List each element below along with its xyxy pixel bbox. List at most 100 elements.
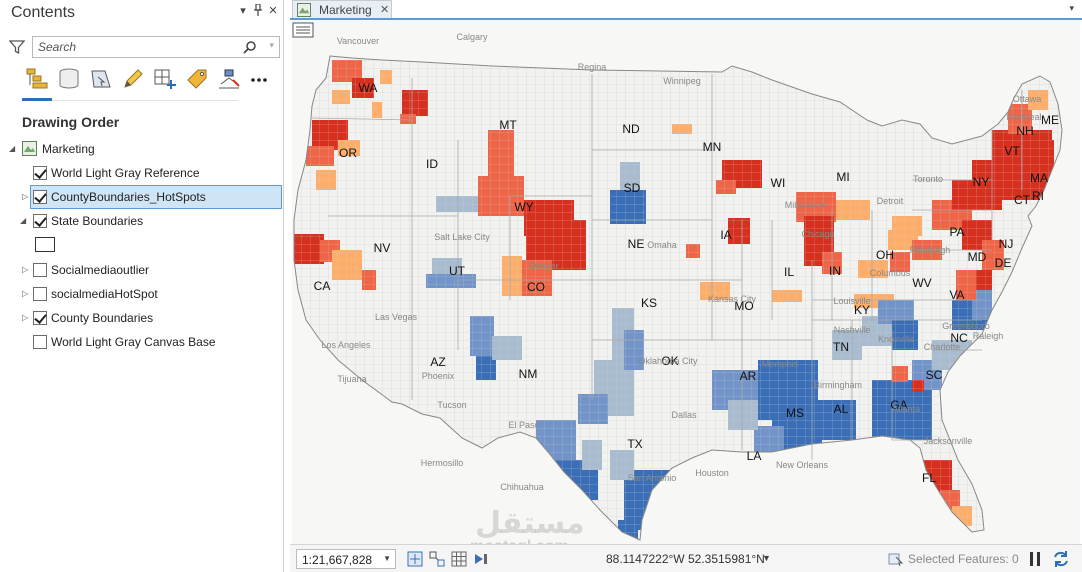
city-label: Memphis <box>762 359 799 369</box>
list-by-editing-icon[interactable] <box>120 66 146 92</box>
close-pane-icon[interactable]: ✕ <box>268 5 278 17</box>
city-label: Tucson <box>437 400 466 410</box>
city-label: Hermosillo <box>421 458 464 468</box>
expand-triangle-icon[interactable]: ▷ <box>22 192 29 201</box>
expand-triangle-icon[interactable]: ▷ <box>22 289 29 298</box>
state-label-tx: TX <box>627 437 642 451</box>
state-label-wi: WI <box>771 176 786 190</box>
tree-item-map[interactable]: ◢ Marketing <box>0 138 283 160</box>
list-by-drawing-order-icon[interactable] <box>24 66 50 92</box>
layer-row-state-boundaries[interactable]: ◢ State Boundaries <box>0 210 283 232</box>
grid-toggle-icon[interactable] <box>450 550 468 568</box>
coordinate-format-dropdown-icon[interactable]: ▼ <box>762 553 771 563</box>
map-canvas[interactable]: WA OR CA NV ID MT WY UT AZ CO NM ND SD NE KS OK TX MN IA MO… <box>292 20 1080 544</box>
layer-visibility-checkbox[interactable] <box>33 287 47 301</box>
layer-row-socialmediahotspot[interactable]: ▷ socialmediaHotSpot <box>0 283 283 305</box>
navigation-forward-icon[interactable] <box>472 550 490 568</box>
state-label-al: AL <box>834 402 849 416</box>
filter-icon[interactable] <box>9 39 25 55</box>
legend-toggle-icon[interactable] <box>292 20 316 40</box>
list-by-data-source-icon[interactable] <box>56 66 82 92</box>
state-label-az: AZ <box>430 355 445 369</box>
fixed-zoom-icon[interactable] <box>406 550 424 568</box>
layer-visibility-checkbox[interactable] <box>33 190 47 204</box>
city-label: Chihuahua <box>500 482 544 492</box>
city-label: Kansas City <box>708 294 757 304</box>
layer-row-world-light-gray-reference[interactable]: World Light Gray Reference <box>0 162 283 184</box>
map-scale-value: 1:21,667,828 <box>302 553 373 567</box>
city-label: Winnipeg <box>663 76 701 86</box>
selected-features-icon[interactable] <box>888 551 904 567</box>
cursor-coordinates: 88.1147222°W 52.3515981°N <box>606 552 765 566</box>
search-icon[interactable] <box>243 40 257 54</box>
state-label-ma: MA <box>1030 171 1048 185</box>
layer-visibility-checkbox[interactable] <box>33 166 47 180</box>
selection-highlight <box>30 185 282 209</box>
refresh-icon[interactable] <box>1052 550 1070 568</box>
state-label-ri: RI <box>1032 189 1044 203</box>
close-tab-icon[interactable]: ✕ <box>380 4 390 16</box>
list-perspective-imagery-icon[interactable] <box>216 66 242 92</box>
expand-triangle-icon[interactable]: ▷ <box>22 265 29 274</box>
layer-label: Socialmediaoutlier <box>51 263 150 277</box>
pin-icon[interactable] <box>251 3 265 18</box>
state-label-ut: UT <box>449 264 466 278</box>
layer-row-countyboundaries-hotspots[interactable]: ▷ CountyBoundaries_HotSpots <box>0 185 283 209</box>
city-label: Montreal <box>1006 112 1041 122</box>
state-labels: WA OR CA NV ID MT WY UT AZ CO NM ND SD NE KS OK TX MN IA MO… <box>314 81 1059 485</box>
chevron-down-icon[interactable]: ▼ <box>383 554 391 563</box>
state-label-wv: WV <box>912 276 931 290</box>
layer-visibility-checkbox[interactable] <box>33 263 47 277</box>
layer-row-world-light-gray-canvas-base[interactable]: World Light Gray Canvas Base <box>0 331 283 353</box>
state-label-nc: NC <box>950 331 968 345</box>
city-label: Detroit <box>877 196 904 206</box>
layer-row-county-boundaries[interactable]: ▷ County Boundaries <box>0 307 283 329</box>
search-options-dropdown-icon[interactable]: ▾ <box>269 40 274 50</box>
state-label-mi: MI <box>836 170 849 184</box>
collapse-triangle-icon[interactable]: ◢ <box>20 216 27 225</box>
pause-drawing-icon[interactable] <box>1028 551 1042 567</box>
state-label-tn: TN <box>833 340 849 354</box>
list-by-snapping-icon[interactable] <box>152 66 178 92</box>
layer-row-socialmediaoutlier[interactable]: ▷ Socialmediaoutlier <box>0 259 283 281</box>
city-label: Omaha <box>647 240 677 250</box>
map-view-pane: Marketing ✕ ▾ <box>290 0 1082 572</box>
layer-visibility-checkbox[interactable] <box>33 311 47 325</box>
list-by-labeling-icon[interactable] <box>184 66 210 92</box>
layer-label: County Boundaries <box>51 311 154 325</box>
state-label-va: VA <box>949 288 964 302</box>
city-label: Greensboro <box>942 321 990 331</box>
city-label: Birmingham <box>814 380 862 390</box>
layer-label: socialmediaHotSpot <box>51 287 158 301</box>
state-label-ne: NE <box>628 237 645 251</box>
map-status-bar: 1:21,667,828 ▼ 88.1147222°W 52.3515981°N… <box>290 544 1082 572</box>
map-scale-selector[interactable]: 1:21,667,828 ▼ <box>296 549 396 569</box>
tab-label: Marketing <box>319 3 372 17</box>
state-label-ny: NY <box>973 175 990 189</box>
tab-list-dropdown-icon[interactable]: ▾ <box>1069 3 1074 13</box>
map-icon <box>297 3 311 17</box>
state-label-fl: FL <box>922 471 936 485</box>
more-icon[interactable] <box>246 66 272 92</box>
city-label: Regina <box>578 62 607 72</box>
drawing-order-heading: Drawing Order <box>22 114 120 130</box>
map-name: Marketing <box>42 142 95 156</box>
state-label-pa: PA <box>949 225 964 239</box>
snapping-toggle-icon[interactable] <box>428 550 446 568</box>
state-label-ct: CT <box>1014 193 1031 207</box>
layer-visibility-checkbox[interactable] <box>33 214 47 228</box>
pane-options-dropdown-icon[interactable]: ▾ <box>240 5 246 17</box>
search-input[interactable] <box>38 39 238 55</box>
city-label: Dallas <box>671 410 697 420</box>
map-icon <box>22 141 37 156</box>
city-label: Calgary <box>456 32 488 42</box>
state-boundary-symbol[interactable] <box>35 237 55 252</box>
list-by-selection-icon[interactable] <box>88 66 114 92</box>
layer-visibility-checkbox[interactable] <box>33 335 47 349</box>
expand-triangle-icon[interactable]: ▷ <box>22 313 29 322</box>
collapse-triangle-icon[interactable]: ◢ <box>9 144 16 153</box>
state-label-me: ME <box>1041 113 1059 127</box>
contents-toolbar <box>22 66 272 96</box>
tab-marketing[interactable]: Marketing ✕ <box>292 0 392 18</box>
us-hotspot-map[interactable]: WA OR CA NV ID MT WY UT AZ CO NM ND SD NE KS OK TX MN IA MO… <box>292 20 1080 544</box>
